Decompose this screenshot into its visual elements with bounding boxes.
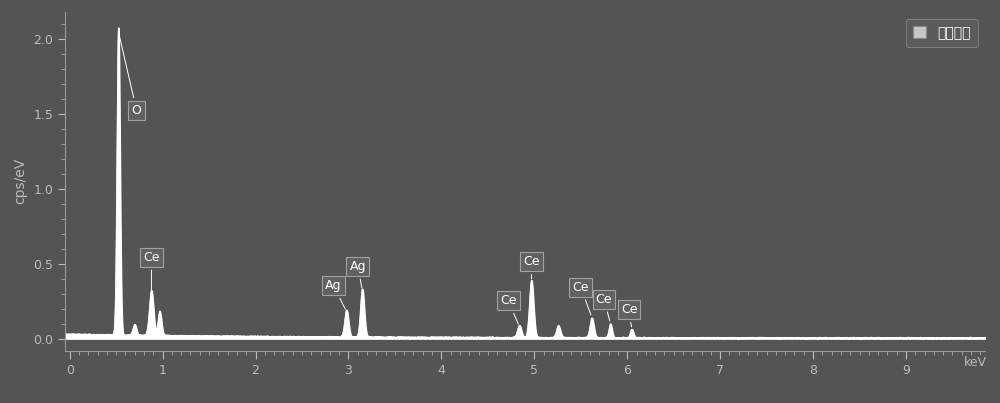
Text: keV: keV — [964, 356, 987, 369]
Text: Ce: Ce — [523, 255, 540, 279]
Text: Ag: Ag — [349, 260, 366, 288]
Text: Ce: Ce — [596, 293, 612, 321]
Text: Ce: Ce — [143, 251, 160, 291]
Text: O: O — [119, 34, 141, 117]
Text: Ce: Ce — [573, 281, 591, 315]
Text: Ag: Ag — [325, 279, 345, 309]
Legend: 面总谱图: 面总谱图 — [906, 19, 978, 47]
Text: Ce: Ce — [500, 294, 518, 324]
Y-axis label: cps/eV: cps/eV — [14, 158, 28, 204]
Text: Ce: Ce — [621, 303, 637, 327]
